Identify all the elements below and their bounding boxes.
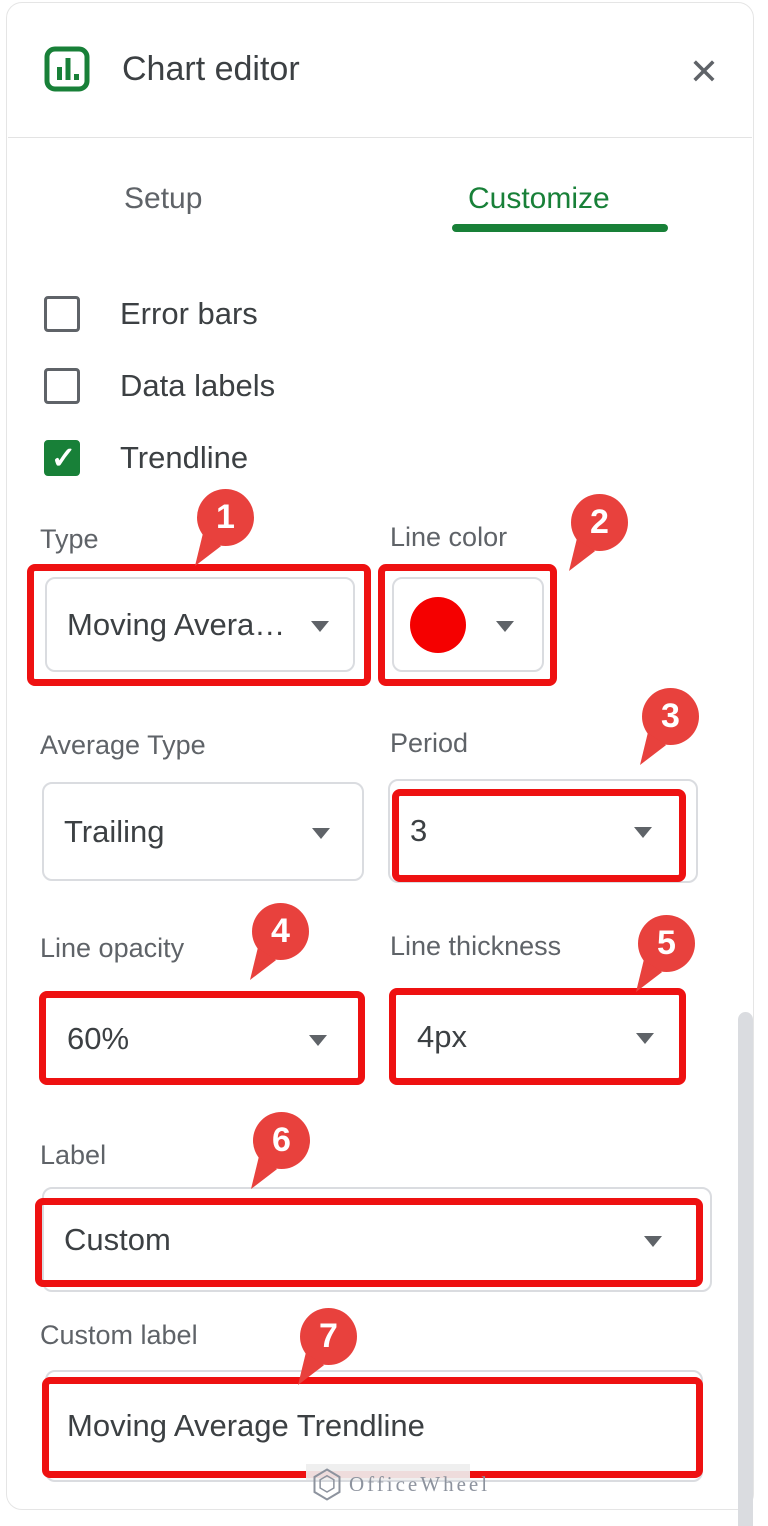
- chevron-down-icon: [636, 1033, 654, 1044]
- trendline-checkbox[interactable]: [44, 440, 80, 476]
- watermark: OfficeWheel: [312, 1468, 490, 1501]
- line-color-label: Line color: [390, 522, 508, 552]
- period-label: Period: [390, 728, 469, 758]
- line-opacity-dropdown-value: 60%: [67, 1020, 130, 1056]
- chevron-down-icon: [496, 621, 514, 632]
- checkbox-label: Data labels: [120, 368, 276, 403]
- checkbox-row-error-bars: Error bars: [44, 296, 258, 332]
- error-bars-checkbox[interactable]: [44, 296, 80, 332]
- chevron-down-icon: [634, 827, 652, 838]
- page-title: Chart editor: [122, 50, 300, 88]
- checkbox-row-trendline: Trendline: [44, 440, 248, 476]
- scrollbar[interactable]: [738, 1012, 753, 1526]
- custom-label-input-value: Moving Average Trendline: [67, 1408, 425, 1443]
- officewheel-logo-icon: [313, 1468, 341, 1501]
- line-color-dropdown[interactable]: [392, 577, 544, 672]
- annotation-balloon-5: 5: [638, 915, 695, 972]
- chevron-down-icon: [644, 1236, 662, 1247]
- annotation-balloon-6: 6: [253, 1112, 310, 1169]
- close-icon[interactable]: ✕: [688, 51, 720, 92]
- line-thickness-label: Line thickness: [390, 931, 562, 961]
- tab-customize[interactable]: Customize: [468, 182, 610, 215]
- line-color-swatch-red: [410, 597, 466, 653]
- annotation-balloon-2: 2: [571, 494, 628, 551]
- chevron-down-icon: [312, 828, 330, 839]
- checkbox-label: Trendline: [120, 440, 249, 475]
- label-dropdown-value: Custom: [64, 1221, 171, 1257]
- data-labels-checkbox[interactable]: [44, 368, 80, 404]
- line-thickness-dropdown-value: 4px: [417, 1018, 467, 1054]
- watermark-text: OfficeWheel: [349, 1472, 491, 1496]
- period-dropdown-value: 3: [410, 813, 428, 848]
- type-dropdown[interactable]: Moving Avera…: [45, 577, 355, 672]
- tab-setup[interactable]: Setup: [124, 182, 203, 215]
- active-tab-underline: [452, 224, 668, 232]
- annotation-balloon-4: 4: [252, 903, 309, 960]
- chevron-down-icon: [309, 1035, 327, 1046]
- annotation-balloon-3: 3: [642, 688, 699, 745]
- checkbox-row-data-labels: Data labels: [44, 368, 275, 404]
- chevron-down-icon: [311, 621, 329, 632]
- line-thickness-dropdown[interactable]: 4px: [395, 992, 680, 1081]
- line-opacity-dropdown[interactable]: 60%: [45, 995, 359, 1082]
- period-dropdown[interactable]: 3: [388, 779, 698, 883]
- label-label: Label: [40, 1140, 107, 1170]
- average-type-label: Average Type: [40, 730, 206, 760]
- line-opacity-label: Line opacity: [40, 933, 185, 963]
- label-dropdown[interactable]: Custom: [42, 1187, 712, 1292]
- average-type-dropdown-value: Trailing: [64, 813, 165, 849]
- annotation-balloon-7: 7: [300, 1308, 357, 1365]
- type-dropdown-value: Moving Avera…: [67, 606, 286, 642]
- annotation-balloon-1: 1: [197, 489, 254, 546]
- chart-editor-icon: [44, 46, 90, 92]
- custom-label-label: Custom label: [40, 1320, 198, 1350]
- type-label: Type: [40, 524, 99, 554]
- custom-label-input[interactable]: Moving Average Trendline: [45, 1370, 703, 1482]
- header-divider: [8, 137, 752, 138]
- checkbox-label: Error bars: [120, 296, 258, 331]
- average-type-dropdown[interactable]: Trailing: [42, 782, 364, 881]
